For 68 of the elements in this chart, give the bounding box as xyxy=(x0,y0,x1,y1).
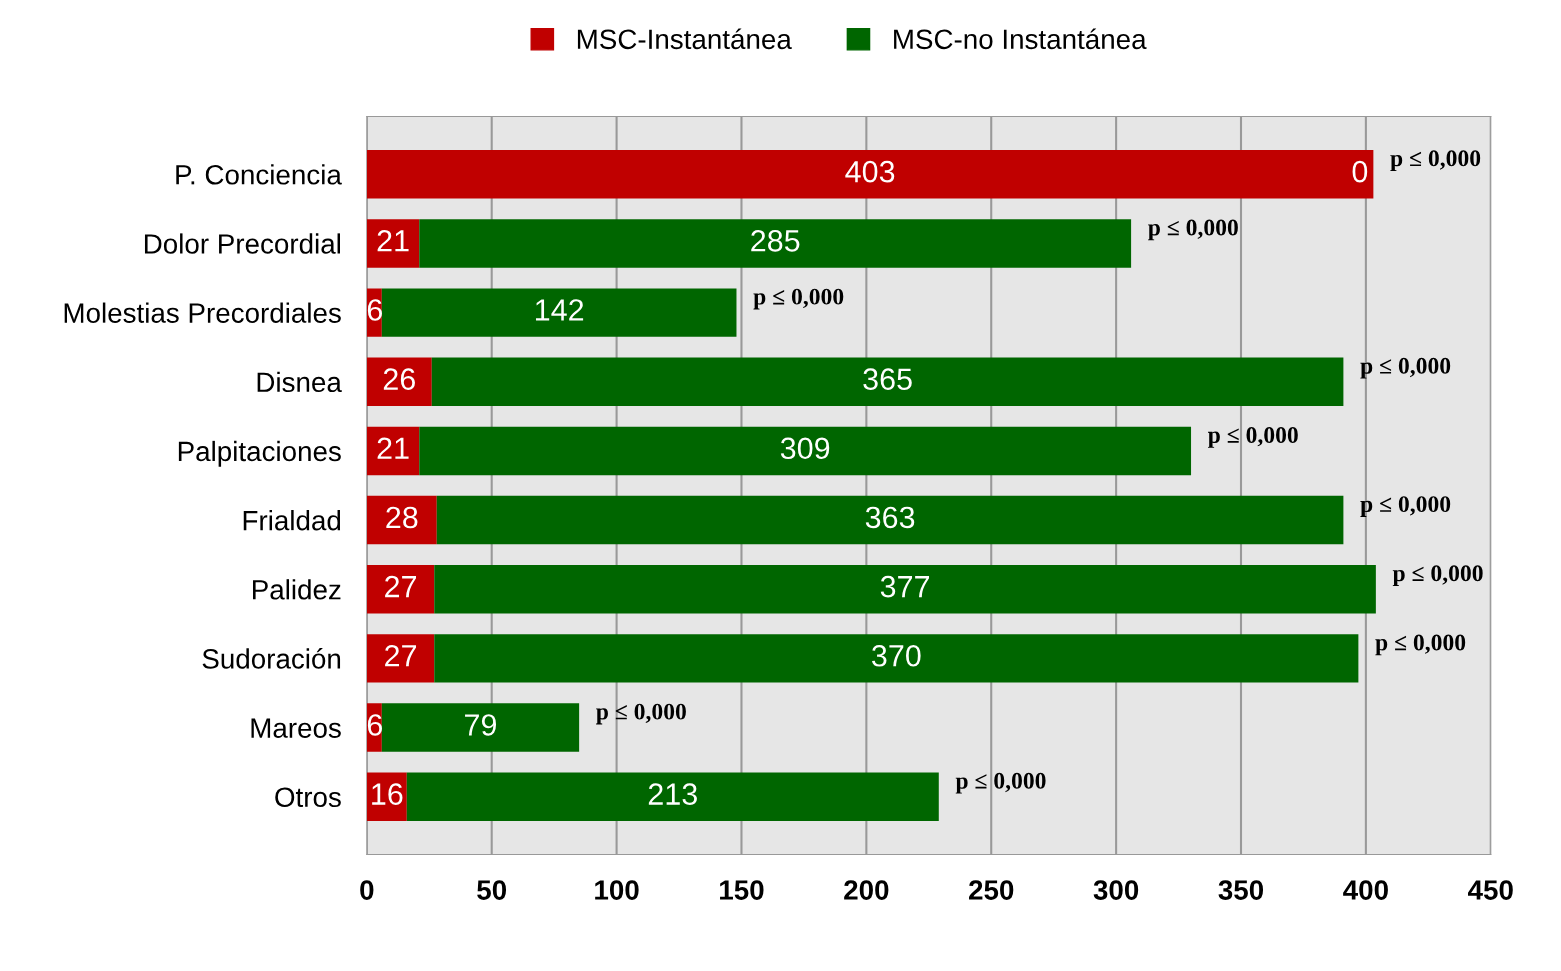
data-label: 363 xyxy=(865,506,915,529)
data-label: 0 xyxy=(1352,160,1368,183)
data-label: 6 xyxy=(367,714,382,736)
data-label: 213 xyxy=(648,783,697,805)
bar xyxy=(366,219,420,268)
annotation: p ≤ 0,000 xyxy=(1375,634,1466,656)
x-tick-label: 100 xyxy=(595,880,639,900)
data-label: 403 xyxy=(845,160,895,183)
y-tick-label: Mareos xyxy=(251,718,341,738)
data-label: 370 xyxy=(872,644,921,667)
data-label: 16 xyxy=(372,783,403,805)
annotation: p ≤ 0,000 xyxy=(1360,357,1451,379)
bar xyxy=(366,357,432,406)
x-tick-label: 0 xyxy=(360,880,374,900)
x-tick-label: 300 xyxy=(1093,880,1139,900)
bar xyxy=(434,634,1359,683)
y-tick-label: Molestias Precordiales xyxy=(64,302,341,323)
y-tick-label: Palidez xyxy=(253,579,341,600)
data-label: 21 xyxy=(377,230,409,252)
annotation: p ≤ 0,000 xyxy=(955,772,1046,794)
y-tick-label: Frialdad xyxy=(243,510,341,531)
y-tick-label: Otros xyxy=(275,787,341,808)
y-tick-label: Palpitaciones xyxy=(178,440,341,467)
data-label: 79 xyxy=(465,714,497,736)
annotation: p ≤ 0,000 xyxy=(753,288,844,310)
annotation: p ≤ 0,000 xyxy=(1390,150,1481,172)
data-label: 377 xyxy=(880,575,930,598)
data-label: 365 xyxy=(863,368,912,390)
bar xyxy=(366,634,435,683)
bar xyxy=(431,357,1344,406)
x-tick-label: 400 xyxy=(1343,880,1388,900)
annotation: p ≤ 0,000 xyxy=(1148,219,1238,241)
bar xyxy=(436,495,1344,545)
data-label: 285 xyxy=(751,230,800,252)
legend-label: MSC-no Instantánea xyxy=(894,28,1147,50)
bar xyxy=(419,219,1132,268)
data-label: 21 xyxy=(377,437,409,459)
bar xyxy=(406,772,939,821)
x-tick-label: 350 xyxy=(1218,880,1264,900)
annotation: p ≤ 0,000 xyxy=(1392,565,1483,587)
legend-label: MSC-Instantánea xyxy=(577,28,792,50)
data-label: 27 xyxy=(385,644,417,667)
bar xyxy=(419,426,1192,476)
x-tick-label: 150 xyxy=(720,880,764,900)
bar xyxy=(381,288,737,337)
data-label: 142 xyxy=(535,299,584,321)
bar xyxy=(366,495,437,545)
x-tick-label: 450 xyxy=(1468,880,1513,900)
annotation: p ≤ 0,000 xyxy=(596,703,686,725)
y-tick-label: Dolor Precordial xyxy=(144,233,340,254)
bar xyxy=(434,565,1376,614)
data-label: 28 xyxy=(386,506,418,529)
x-tick-label: 50 xyxy=(477,880,507,900)
data-label: 309 xyxy=(780,437,830,460)
annotation: p ≤ 0,000 xyxy=(1208,427,1298,448)
bar xyxy=(366,426,420,476)
x-tick-label: 200 xyxy=(844,880,889,900)
bar xyxy=(366,150,1374,199)
bar xyxy=(366,565,435,614)
y-tick-label: Disnea xyxy=(257,371,342,393)
data-label: 26 xyxy=(383,368,415,390)
data-label: 27 xyxy=(385,575,417,598)
data-label: 6 xyxy=(367,299,382,321)
bar xyxy=(381,703,580,752)
y-tick-label: Sudoración xyxy=(202,648,341,669)
x-tick-label: 250 xyxy=(969,880,1014,900)
annotation: p ≤ 0,000 xyxy=(1360,496,1451,517)
y-tick-label: P. Conciencia xyxy=(176,164,342,185)
